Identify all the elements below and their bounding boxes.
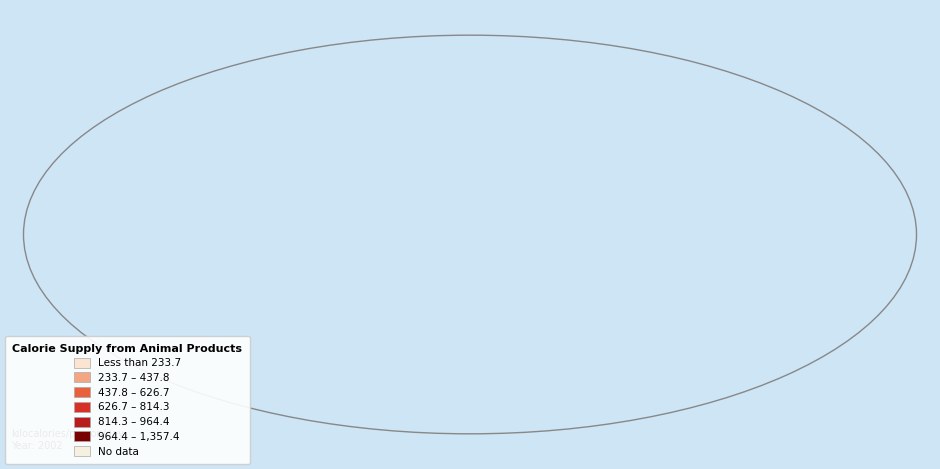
Ellipse shape — [24, 35, 916, 434]
Text: kilocalories/person/day
Year: 2002: kilocalories/person/day Year: 2002 — [11, 429, 124, 451]
Legend: Less than 233.7, 233.7 – 437.8, 437.8 – 626.7, 626.7 – 814.3, 814.3 – 964.4, 964: Less than 233.7, 233.7 – 437.8, 437.8 – … — [6, 336, 250, 464]
